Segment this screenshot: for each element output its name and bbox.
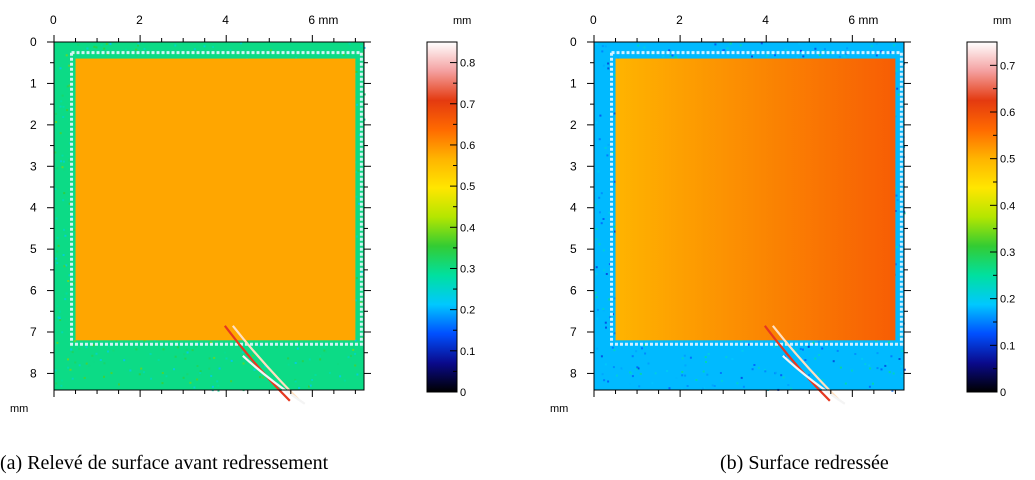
y-tick-label: 8 — [30, 366, 37, 380]
plateau-rim — [70, 51, 363, 346]
colorbar-tick-label: 0.7 — [1000, 60, 1015, 72]
y-tick-label: 5 — [30, 242, 37, 256]
x-tick-label: 2 — [136, 13, 143, 27]
colorbar-tick-label: 0.8 — [460, 58, 475, 70]
colorbar-tick-label: 0.6 — [1000, 107, 1015, 119]
y-tick-label: 0 — [570, 35, 577, 49]
x-tick-label: 4 — [762, 13, 769, 27]
x-tick-label: 4 — [222, 13, 229, 27]
colorbar-tick-label: 0.5 — [1000, 154, 1015, 166]
colorbar-tick-label: 0.7 — [460, 99, 475, 111]
colorbar-tick-label: 0.4 — [460, 222, 475, 234]
colorbar-tick-label: 0.3 — [460, 263, 475, 275]
colorbar-unit-label: mm — [453, 15, 471, 27]
colorbar — [426, 41, 458, 393]
y-axis: 0 1 2 3 4 5 6 7 8 — [30, 35, 371, 380]
x-tick-label: 6 mm — [308, 13, 338, 27]
colorbar-tick-label: 0 — [460, 387, 466, 399]
x-axis: 0 2 4 6 mm — [50, 13, 356, 397]
heatmap-chart-a: 0 2 4 6 mm 0 1 2 3 4 5 6 7 8 mm mm 0 0.1 0.2 0.3 0.4 0.5 0.6 0… — [10, 13, 475, 415]
y-tick-label: 7 — [30, 325, 37, 339]
y-tick-label: 5 — [570, 242, 577, 256]
colorbar-tick-label: 0.3 — [1000, 247, 1015, 259]
y-tick-label: 3 — [570, 159, 577, 173]
colorbar — [966, 41, 998, 393]
y-unit-label: mm — [10, 403, 28, 415]
scratch-marks — [763, 325, 846, 405]
y-tick-label: 4 — [30, 201, 37, 215]
caption-b: (b) Surface redressée — [720, 452, 889, 474]
x-axis: 0 2 4 6 mm — [590, 13, 896, 397]
y-unit-label: mm — [550, 403, 568, 415]
colorbar-unit-label: mm — [993, 15, 1011, 27]
colorbar-tick-label: 0.6 — [460, 140, 475, 152]
y-tick-label: 4 — [570, 201, 577, 215]
heatmap-chart-b: 0 2 4 6 mm 0 1 2 3 4 5 6 7 8 mm mm 0 0.1 0.2 0.3 0.4 0.5 0.6 0… — [550, 13, 1015, 415]
plateau — [75, 58, 356, 341]
plot-frame — [593, 41, 905, 391]
x-tick-label: 2 — [676, 13, 683, 27]
y-tick-label: 6 — [30, 284, 37, 298]
colorbar-tick-label: 0.2 — [1000, 294, 1015, 306]
plot-frame — [53, 41, 365, 391]
x-tick-label: 0 — [50, 13, 57, 27]
y-axis: 0 1 2 3 4 5 6 7 8 — [570, 35, 911, 380]
colorbar-tick-label: 0.1 — [1000, 340, 1015, 352]
colorbar-tick-label: 0.4 — [1000, 200, 1015, 212]
y-tick-label: 0 — [30, 35, 37, 49]
colorbar-tick-label: 0.2 — [460, 305, 475, 317]
y-tick-label: 6 — [570, 284, 577, 298]
x-tick-label: 6 mm — [848, 13, 878, 27]
y-tick-label: 8 — [570, 366, 577, 380]
x-tick-label: 0 — [590, 13, 597, 27]
plateau-rim — [610, 51, 903, 346]
y-tick-label: 2 — [30, 118, 37, 132]
scratch-marks — [223, 325, 306, 405]
colorbar-tick-label: 0 — [1000, 387, 1006, 399]
y-tick-label: 7 — [570, 325, 577, 339]
y-tick-label: 3 — [30, 159, 37, 173]
caption-a: (a) Relevé de surface avant redressement — [0, 452, 329, 474]
plateau — [615, 58, 896, 341]
panel-b: 0 2 4 6 mm 0 1 2 3 4 5 6 7 8 mm mm 0 0.1 0.2 0.3 0.4 0.5 0.6 0… — [540, 0, 1035, 480]
colorbar-tick-label: 0.1 — [460, 346, 475, 358]
y-tick-label: 1 — [570, 76, 577, 90]
y-tick-label: 2 — [570, 118, 577, 132]
y-tick-label: 1 — [30, 76, 37, 90]
colorbar-tick-label: 0.5 — [460, 181, 475, 193]
panel-a: 0 2 4 6 mm 0 1 2 3 4 5 6 7 8 mm mm 0 0.1 0.2 0.3 0.4 0.5 0.6 0… — [0, 0, 517, 480]
